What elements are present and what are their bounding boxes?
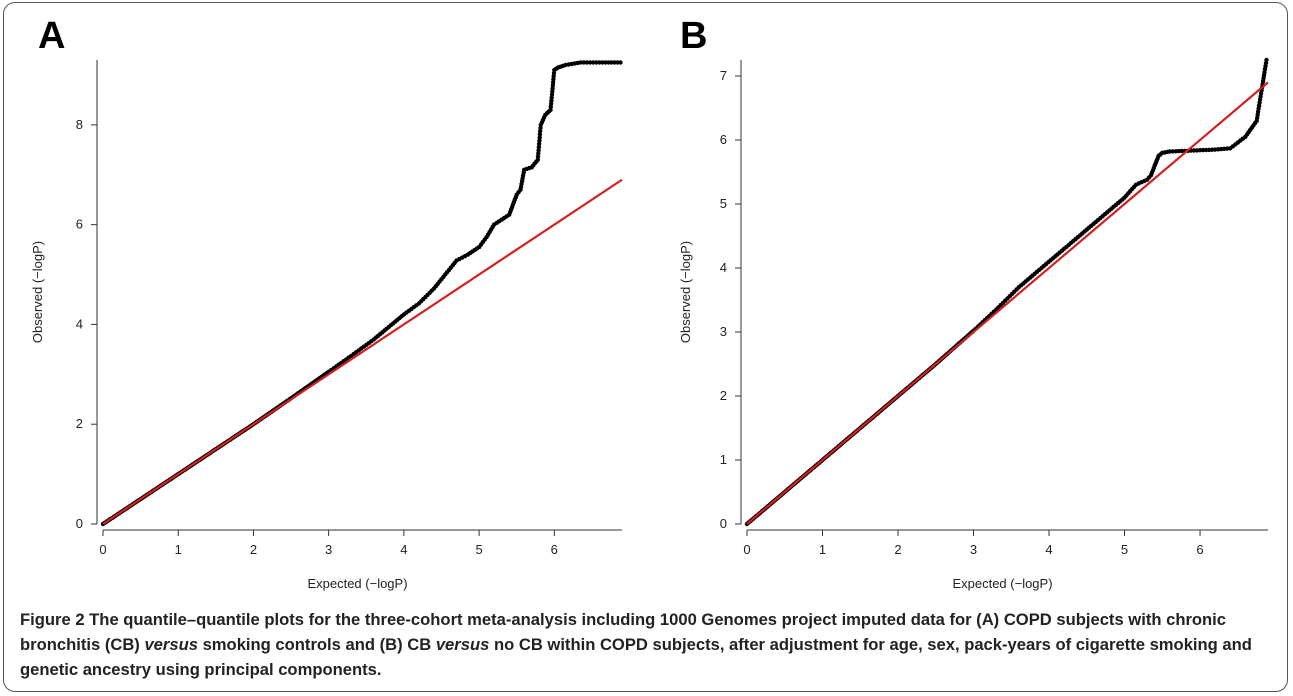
y-tick-label: 2	[76, 416, 83, 431]
data-point	[600, 60, 605, 65]
caption-italic-1: versus	[144, 635, 198, 654]
y-tick-label: 2	[720, 388, 727, 403]
panel-b: B 0 1 2 3 4 5 6 0 1 2 3 4 5 6 7 Expected (−logP) Observed…	[678, 15, 1269, 591]
y-axis-title: Observed (−logP)	[678, 241, 693, 343]
data-point	[1197, 148, 1203, 153]
data-point	[591, 60, 596, 65]
data-point	[594, 60, 599, 65]
data-point	[581, 60, 586, 65]
figure-caption: Figure 2 The quantile–quantile plots for…	[20, 607, 1278, 682]
data-point	[587, 60, 593, 65]
x-tick-label: 2	[250, 542, 257, 557]
data-point	[1264, 57, 1269, 63]
caption-text-3: no CB within COPD subjects, after adjust…	[20, 635, 1252, 679]
x-tick-label: 0	[99, 542, 106, 557]
caption-text-1: The quantile–quantile plots for the thre…	[20, 610, 1227, 654]
x-tick-label: 1	[819, 542, 826, 557]
y-tick-label: 4	[76, 316, 83, 331]
data-point	[578, 60, 583, 65]
data-point	[537, 135, 542, 140]
x-tick-label: 4	[400, 542, 407, 557]
panel-letter: A	[38, 15, 65, 57]
y-tick-label: 8	[76, 117, 83, 132]
y-tick-label: 0	[76, 516, 83, 531]
x-tick-label: 6	[1196, 542, 1203, 557]
data-point	[536, 141, 542, 147]
y-tick-label: 7	[720, 68, 727, 83]
y-tick-label: 4	[720, 260, 727, 275]
data-point	[535, 154, 541, 159]
x-axis-title: Expected (−logP)	[952, 576, 1052, 591]
y-tick-label: 1	[720, 452, 727, 467]
figure-frame	[3, 2, 1288, 692]
data-points	[100, 60, 623, 527]
x-tick-label: 1	[175, 542, 182, 557]
panel-letter: B	[680, 15, 707, 57]
data-point	[538, 129, 543, 134]
caption-label: Figure 2	[20, 610, 85, 629]
y-tick-label: 6	[76, 217, 83, 232]
x-axis-title: Expected (−logP)	[307, 576, 407, 591]
data-point	[584, 60, 590, 65]
y-tick-label: 5	[720, 196, 727, 211]
data-point	[1167, 149, 1173, 154]
data-point	[536, 144, 542, 150]
x-tick-label: 3	[970, 542, 977, 557]
qq-plots: A 0 1 2 3 4 5 6 0 2 4 6 8 Expected (−logP) Observed (−…	[30, 15, 1269, 591]
reference-line	[102, 178, 623, 525]
data-point	[536, 148, 541, 153]
x-tick-label: 2	[894, 542, 901, 557]
x-tick-label: 4	[1045, 542, 1052, 557]
data-point	[618, 60, 623, 65]
panel-a: A 0 1 2 3 4 5 6 0 2 4 6 8 Expected (−logP) Observed (−…	[30, 15, 623, 591]
data-point	[535, 157, 540, 162]
caption-text-2: smoking controls and (B) CB	[197, 635, 436, 654]
y-tick-label: 3	[720, 324, 727, 339]
y-tick-label: 6	[720, 132, 727, 147]
x-tick-label: 3	[325, 542, 332, 557]
caption-italic-2: versus	[435, 635, 490, 654]
data-point	[537, 132, 543, 137]
data-points	[744, 57, 1269, 527]
y-tick-label: 0	[720, 516, 727, 531]
y-axis-title: Observed (−logP)	[30, 241, 45, 343]
x-tick-label: 6	[551, 542, 558, 557]
x-tick-label: 0	[743, 542, 750, 557]
x-tick-label: 5	[1121, 542, 1128, 557]
x-tick-label: 5	[475, 542, 482, 557]
reference-line	[746, 81, 1269, 525]
